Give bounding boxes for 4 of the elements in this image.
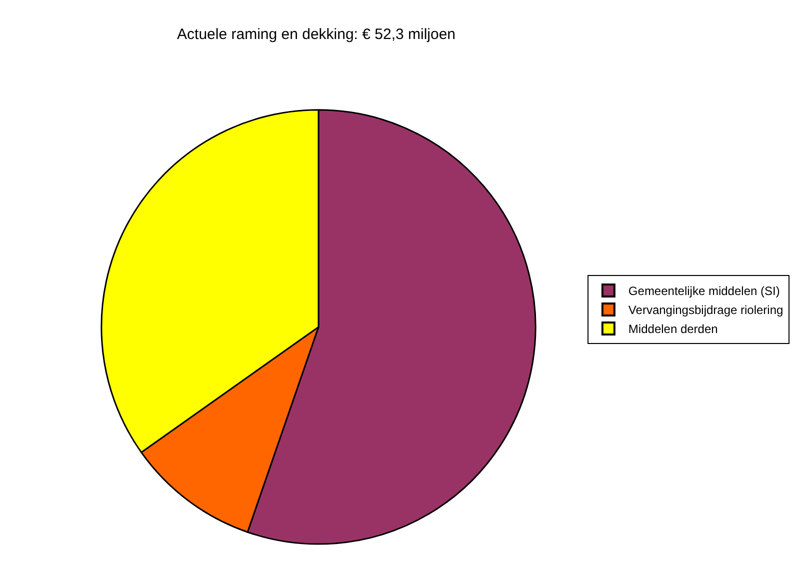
legend-label: Middelen derden [628, 322, 718, 336]
legend-label: Vervangingsbijdrage riolering [628, 303, 784, 318]
chart-title: Actuele raming en dekking: € 52,3 miljoen [177, 26, 456, 43]
legend-label: Gemeentelijke middelen (SI) [628, 284, 780, 298]
